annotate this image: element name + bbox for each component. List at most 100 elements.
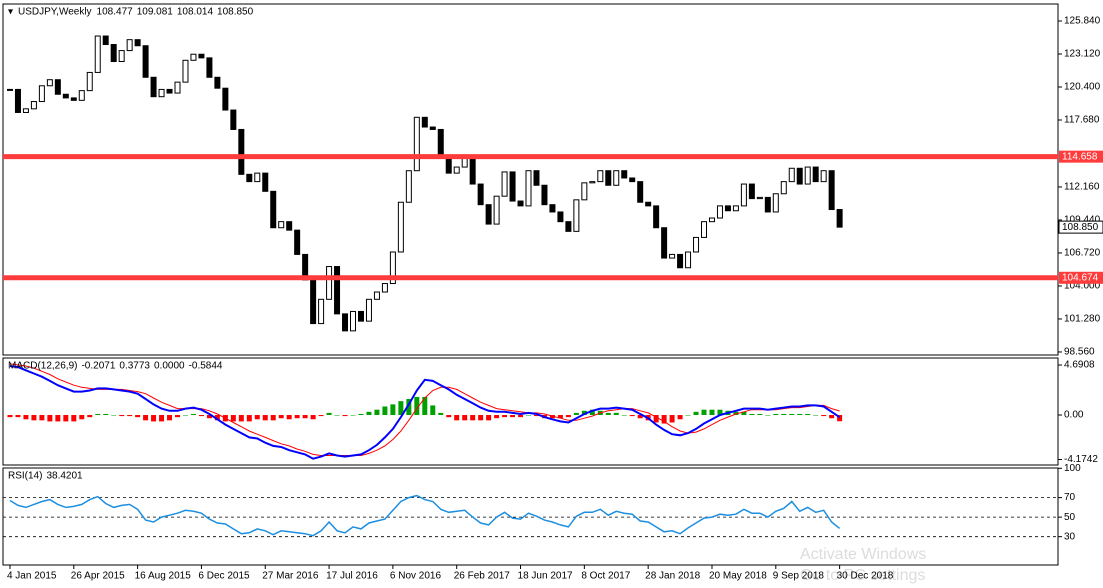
histogram-bar xyxy=(398,401,404,416)
candle xyxy=(669,253,676,259)
x-tick-label: 4 Jan 2015 xyxy=(7,571,57,582)
histogram-bar xyxy=(470,415,476,421)
indicator-readout: -0.5844 xyxy=(189,361,223,372)
candle xyxy=(693,236,700,253)
candle xyxy=(182,59,189,83)
price-tag xyxy=(1059,271,1103,284)
histogram-bar xyxy=(526,415,532,416)
histogram-bar xyxy=(422,396,428,416)
histogram-bar xyxy=(390,404,396,416)
candle xyxy=(318,298,325,325)
histogram-bar xyxy=(821,415,827,417)
histogram-bar xyxy=(813,415,819,416)
candle xyxy=(517,200,524,207)
histogram-bar xyxy=(717,409,723,416)
histogram-bar xyxy=(230,415,236,422)
histogram-bar xyxy=(382,406,388,416)
ohlc-readout: 109.081 xyxy=(137,7,174,18)
histogram-bar xyxy=(79,415,85,420)
candle xyxy=(294,229,301,255)
histogram-bar xyxy=(190,413,196,416)
indicator-title: MACD(12,26,9) xyxy=(8,361,77,372)
indicator-readout: 38.4201 xyxy=(46,471,83,482)
candle xyxy=(86,71,93,92)
histogram-bar xyxy=(837,415,843,422)
histogram-bar xyxy=(669,415,675,423)
candle xyxy=(222,87,229,111)
candle xyxy=(30,101,37,110)
candle xyxy=(645,201,652,207)
histogram-bar xyxy=(557,415,563,419)
candle xyxy=(150,76,157,98)
candle xyxy=(421,116,428,128)
candle xyxy=(573,199,580,232)
candle xyxy=(342,313,349,332)
x-tick-label: 20 May 2018 xyxy=(709,571,767,582)
candle xyxy=(102,35,109,46)
y-tick-label: 123.120 xyxy=(1064,49,1101,60)
candle xyxy=(198,53,205,59)
histogram-bar xyxy=(270,415,276,421)
histogram-bar xyxy=(119,415,125,417)
candle xyxy=(653,205,660,229)
histogram-bar xyxy=(765,415,771,416)
y-tick-label: 98.560 xyxy=(1064,347,1095,358)
candle xyxy=(820,170,827,183)
candle xyxy=(46,79,53,87)
histogram-bar xyxy=(334,415,340,416)
histogram-bar xyxy=(111,415,117,416)
candle xyxy=(158,88,165,98)
histogram-bar xyxy=(135,415,141,418)
candle xyxy=(110,44,117,63)
histogram-bar xyxy=(637,415,643,419)
x-tick-label: 18 Jun 2017 xyxy=(518,571,573,582)
x-tick-label: 17 Jul 2016 xyxy=(326,571,378,582)
candle xyxy=(780,181,787,195)
candle xyxy=(286,221,293,231)
candle xyxy=(262,172,269,192)
histogram-bar xyxy=(374,409,380,416)
candle xyxy=(477,183,484,206)
price-tag-label: 104.674 xyxy=(1062,272,1099,283)
histogram-bar xyxy=(438,412,444,416)
histogram-bar xyxy=(143,415,149,421)
histogram-bar xyxy=(63,415,69,422)
candle xyxy=(629,177,636,183)
candle xyxy=(677,253,684,269)
histogram-bar xyxy=(446,415,452,418)
candle xyxy=(214,76,221,89)
y-tick-label: 112.160 xyxy=(1064,182,1100,193)
panel-frame xyxy=(2,3,1059,356)
histogram-bar xyxy=(573,412,579,416)
indicator-readout: -0.2071 xyxy=(81,361,115,372)
histogram-bar xyxy=(533,415,539,417)
histogram-bar xyxy=(757,413,763,416)
candle xyxy=(557,211,564,223)
x-tick-label: 8 Oct 2017 xyxy=(581,571,630,582)
last-price-tag xyxy=(1058,220,1103,234)
histogram-bar xyxy=(494,415,500,419)
histogram-bar xyxy=(71,415,77,422)
histogram-bar xyxy=(661,415,667,424)
candle xyxy=(565,221,572,232)
chart-title: USDJPY,Weekly xyxy=(18,7,92,18)
histogram-bar xyxy=(103,413,109,416)
rsi-line xyxy=(9,494,841,537)
candle xyxy=(350,310,357,332)
histogram-bar xyxy=(206,415,212,419)
macd-line xyxy=(9,365,841,460)
histogram-bar xyxy=(829,415,835,419)
histogram-bar xyxy=(238,415,244,422)
histogram-bar xyxy=(478,415,484,421)
candle xyxy=(38,85,45,103)
candle xyxy=(701,221,708,238)
x-tick-label: 28 Jan 2018 xyxy=(645,571,700,582)
histogram-bar xyxy=(789,413,795,416)
histogram-bar xyxy=(31,415,37,421)
histogram-bar xyxy=(581,410,587,416)
ohlc-readout: 108.014 xyxy=(177,7,214,18)
histogram-bar xyxy=(653,415,659,423)
histogram-bar xyxy=(629,415,635,417)
candle xyxy=(238,128,245,175)
candle xyxy=(589,181,596,184)
